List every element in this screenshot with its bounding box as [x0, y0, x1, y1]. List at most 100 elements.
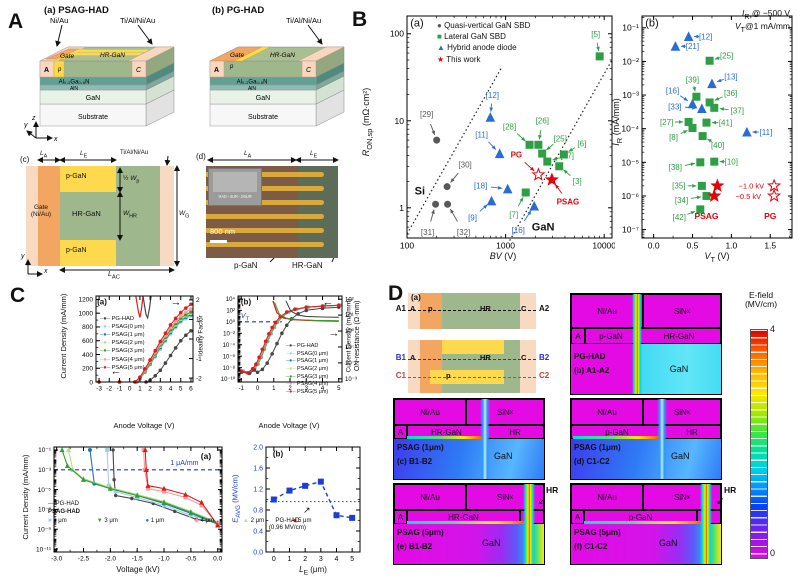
panel-b-letter: B — [352, 8, 368, 31]
axis-label-cc-y: Current Density (mA/mm) — [20, 454, 30, 540]
sem-finger — [206, 172, 324, 177]
axis-label-onres: ON-resistance (Ω·mm) — [354, 300, 362, 372]
svg-text:1.2: 1.2 — [253, 486, 263, 493]
map-b-gan: GaN — [637, 344, 721, 394]
svg-text:10⁻²: 10⁻² — [223, 331, 235, 337]
chart-annotation: → — [170, 296, 182, 309]
legend-entry: –●– PG-HAD — [100, 316, 135, 322]
chart-legend: — PG-HAD PSAG-HAD ■ 0 μm ▼ 3 μm ● 1 μm ◆ 4 μm… — [48, 500, 312, 525]
sem-finger — [206, 214, 324, 219]
map-b-left-bulk: PG-HAD (b) A1-A2 — [571, 344, 637, 394]
sem-pgan-label: p-GaN — [234, 261, 258, 270]
p-gan-bottom-label: p-GaN — [66, 247, 87, 254]
sem-dim-le: LE — [310, 150, 318, 160]
chart-svg-Bb: [12][21] [13] [33] [16] [11] [25] [39] [36] [37]… — [621, 15, 793, 251]
svg-text:1200: 1200 — [79, 297, 94, 304]
svg-text:-2.5: -2.5 — [78, 556, 90, 563]
map-d-hr: HR — [663, 425, 721, 439]
axis-label-eavg: EAVG (MV/cm) — [230, 474, 242, 523]
strip2-p-top — [442, 340, 504, 354]
svg-text:[27]: [27] — [660, 118, 673, 127]
map-b-pgan: p-GaN — [585, 328, 637, 344]
svg-text:[41]: [41] — [719, 118, 732, 127]
legend-entry: ● 1 μm — [145, 517, 165, 524]
svg-text:[16]: [16] — [666, 87, 679, 96]
cut-label-c: C — [521, 304, 527, 313]
svg-text:1: 1 — [399, 203, 404, 213]
svg-text:[30]: [30] — [458, 160, 471, 169]
svg-text:-1: -1 — [196, 356, 202, 363]
svg-text:PSAG: PSAG — [557, 198, 580, 207]
svg-text:[21]: [21] — [686, 42, 699, 51]
svg-text:10⁻³: 10⁻³ — [38, 467, 52, 474]
label-b1: B1 — [395, 353, 406, 362]
svg-text:[32]: [32] — [457, 228, 470, 237]
cathode-metal-label: Ti/Al/Ni/Au — [120, 150, 149, 156]
map-b-anode: A — [571, 328, 585, 344]
svg-text:0: 0 — [196, 336, 200, 343]
map-e-anode: A — [394, 510, 407, 524]
svg-text:1: 1 — [196, 317, 200, 324]
svg-text:10000: 10000 — [592, 241, 615, 251]
schematic-a-title: (a) PSAG-HAD — [44, 5, 109, 16]
svg-text:[11]: [11] — [760, 128, 773, 137]
map-f-niau: Ni/Au — [571, 484, 643, 510]
chart-ir-vs-vt: [12] [21] [13] [33] [16] [11] [25] [39] [36] [37]… — [612, 8, 800, 276]
axis-x: x — [44, 268, 48, 275]
axis-label-cc-x: Voltage (kV) — [116, 565, 160, 574]
map-e-niau: Ni/Au — [394, 484, 466, 510]
svg-text:[10]: [10] — [725, 157, 738, 166]
map-f-gan: GaN — [659, 538, 678, 548]
aln-label: AlN — [248, 86, 256, 92]
svg-text:3: 3 — [305, 386, 309, 392]
axis-label-ca-y: Current Density (mA/mm) — [58, 293, 68, 379]
strip1-gate — [420, 293, 442, 329]
chart-annotation: (a) — [97, 297, 107, 307]
svg-text:[42]: [42] — [673, 213, 686, 222]
svg-text:3: 3 — [319, 556, 323, 563]
cathode-metal-strip — [160, 166, 174, 266]
sem-dim-la: LA — [244, 150, 252, 160]
chart-svg-Cd: 0 1 2 3 4 5 0.0 0.4 0.8 1.2 1.6 2.0 — [253, 444, 361, 563]
field-map-psag1-c: Ni/Au SiN x p-GaN HR PSAG (1μm) (d) C1-C2… — [570, 398, 722, 480]
svg-text:-1: -1 — [239, 386, 245, 392]
legend-entry: –●– PSAG(4 μm) — [286, 381, 329, 388]
svg-text:10⁻¹: 10⁻¹ — [38, 447, 52, 454]
map-f-hr-callout: HR — [724, 485, 737, 495]
axis-label-cb-x: Anode Voltage (V) — [258, 421, 320, 430]
svg-text:10⁰: 10⁰ — [345, 328, 355, 335]
map-d-niau: Ni/Au — [571, 399, 643, 425]
svg-text:-3: -3 — [96, 386, 102, 393]
axis-y: y — [21, 253, 25, 260]
svg-text:10⁻⁴: 10⁻⁴ — [621, 124, 639, 134]
cathode-label: C — [306, 67, 312, 74]
ti-callout: Ti/Al/Ni/Au — [286, 16, 321, 25]
svg-text:0.0: 0.0 — [213, 556, 222, 563]
svg-text:1: 1 — [138, 386, 142, 393]
cut-label-p: p — [428, 304, 433, 313]
map-c-device-label: PSAG (1μm) — [397, 443, 444, 452]
legend-entry: ■ Lateral GaN SBD — [437, 32, 506, 42]
axis-label-bv: BV (V) — [489, 251, 517, 261]
svg-text:1.5: 1.5 — [764, 241, 776, 251]
legend-entry: –●– PSAG(1 μm) — [100, 332, 145, 339]
chart-annotation: PG — [764, 210, 777, 221]
svg-text:10⁻¹: 10⁻¹ — [622, 23, 639, 33]
gan-label: GaN — [256, 95, 270, 102]
chart-annotation: 1 μA/mm — [170, 460, 199, 468]
gate-label: Gate — [230, 52, 244, 59]
cut-label-p2: p — [446, 371, 451, 380]
plot-area: -3.0 -2.5 -2.0 -1.5 -1.0 -0.5 0.0 10⁻¹ 10⁻³ 10⁻⁵ 1… — [36, 446, 223, 563]
svg-text:10¹: 10¹ — [345, 313, 354, 319]
legend-entry: ● Quasi-vertical GaN SBD — [437, 21, 531, 30]
svg-text:1000: 1000 — [79, 310, 94, 317]
svg-text:0: 0 — [256, 386, 260, 392]
dim-half-wp: ½ Wp — [123, 175, 140, 185]
p-gan-bottom-strip — [60, 240, 116, 266]
svg-text:10⁰: 10⁰ — [226, 319, 236, 326]
dim-lac: LAC — [108, 271, 121, 281]
schematic-b-title: (b) PG-HAD — [212, 5, 265, 16]
map-e-device-label: PSAG (5μm) — [397, 528, 444, 537]
svg-text:0.8: 0.8 — [253, 507, 263, 514]
